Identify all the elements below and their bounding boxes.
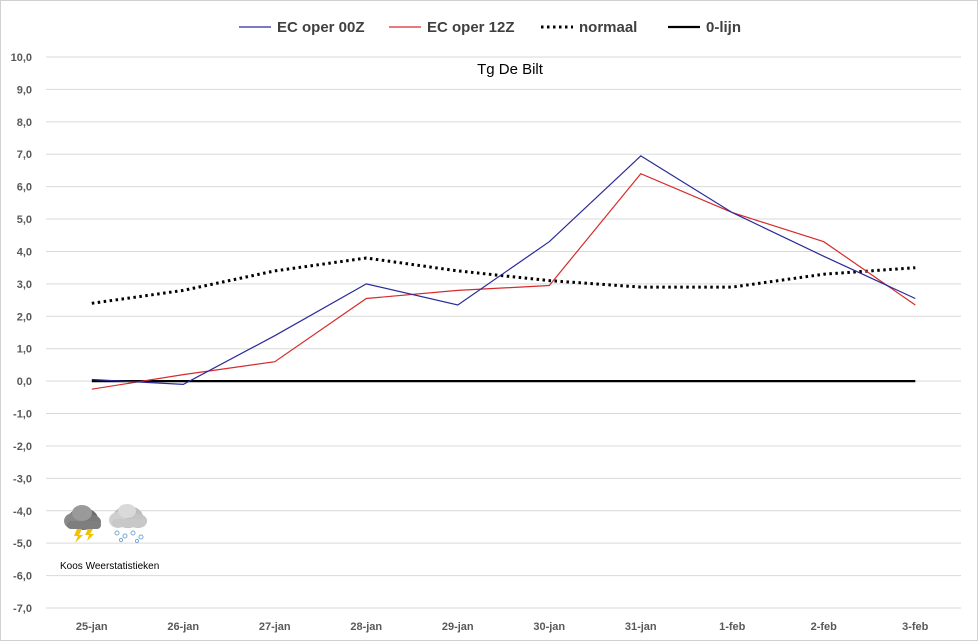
x-tick-label: 30-jan [533,621,565,633]
watermark-logo: Koos Weerstatistieken [60,504,159,572]
series-line-ec-oper-12z [91,172,916,390]
legend-label: EC oper 00Z [277,19,365,36]
y-tick-label: 10,0 [11,52,32,64]
series-lines [91,155,916,390]
x-tick-label: 26-jan [167,621,199,633]
x-tick-label: 3-feb [902,621,929,633]
y-tick-label: 5,0 [17,214,32,226]
chart-title: Tg De Bilt [477,61,544,78]
y-tick-label: -6,0 [13,571,32,583]
y-tick-label: -7,0 [13,603,32,615]
y-tick-label: -5,0 [13,538,32,550]
x-tick-label: 29-jan [442,621,474,633]
x-tick-label: 27-jan [259,621,291,633]
x-tick-label: 25-jan [76,621,108,633]
y-tick-label: 1,0 [17,344,32,356]
y-tick-label: 2,0 [17,311,32,323]
series-line-normaal [91,256,916,305]
legend-label: 0-lijn [706,19,741,36]
legend-label: EC oper 12Z [427,19,515,36]
legend: EC oper 00Z EC oper 12Z normaal 0-lijn [239,19,741,36]
x-axis-ticks: 25-jan 26-jan 27-jan 28-jan 29-jan 30-jan 31-j… [76,621,929,633]
y-tick-label: 8,0 [17,117,32,129]
y-tick-label: 9,0 [17,84,32,96]
y-tick-label: -2,0 [13,441,32,453]
gridlines [46,56,961,609]
y-tick-label: -1,0 [13,409,32,421]
y-tick-label: -4,0 [13,506,32,518]
y-tick-label: 6,0 [17,182,32,194]
y-tick-label: 4,0 [17,246,32,258]
y-tick-label: 7,0 [17,149,32,161]
y-tick-label: -3,0 [13,473,32,485]
snow-cloud-icon [109,504,147,544]
x-tick-label: 28-jan [350,621,382,633]
x-tick-label: 31-jan [625,621,657,633]
watermark-text: Koos Weerstatistieken [60,561,159,572]
y-axis-ticks: -7,0 -6,0 -5,0 -4,0 -3,0 -2,0 -1,0 0,0 1,0 2,0 3,0… [11,52,32,615]
x-tick-label: 2-feb [811,621,838,633]
y-tick-label: 0,0 [17,376,32,388]
legend-label: normaal [579,19,637,36]
thunderstorm-cloud-icon [64,505,101,543]
y-tick-label: 3,0 [17,279,32,291]
series-line-ec-oper-00z [91,155,916,386]
x-tick-label: 1-feb [719,621,746,633]
